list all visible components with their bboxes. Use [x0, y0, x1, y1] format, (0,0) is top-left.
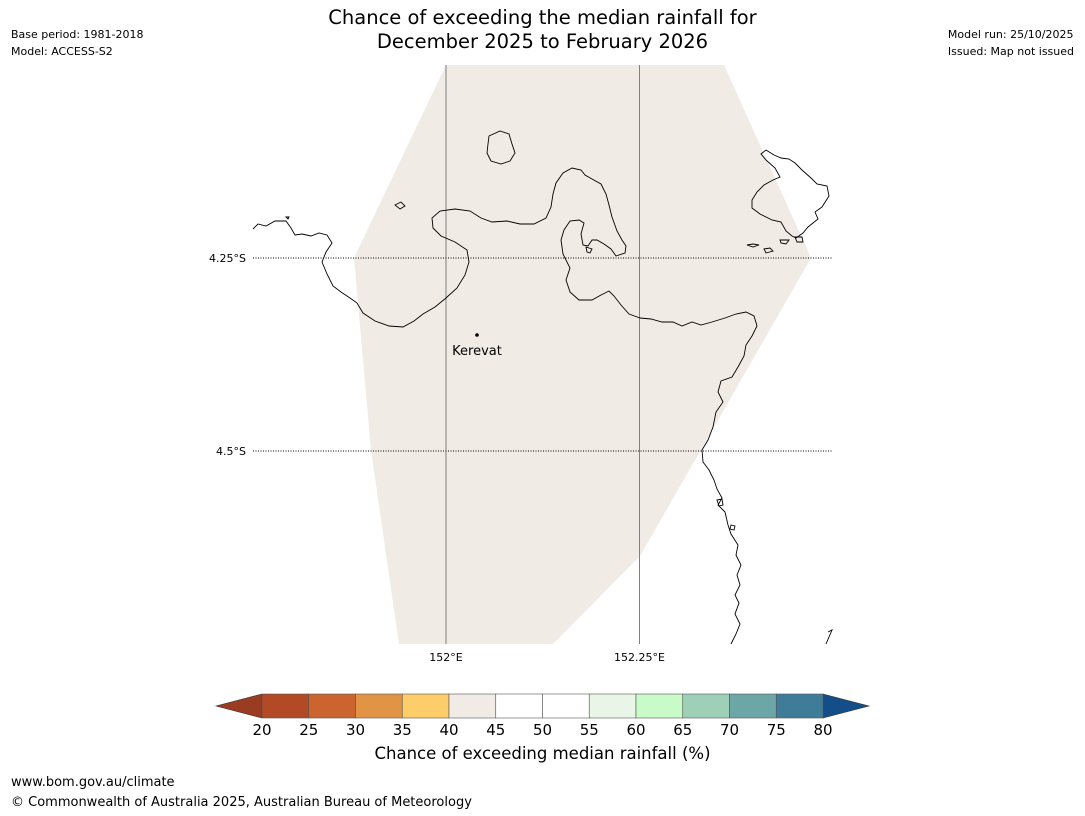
colorbar-tick-label: 75: [767, 721, 786, 739]
colorbar-tick-label: 30: [346, 721, 365, 739]
colorbar-segment: [635, 693, 684, 719]
islet-8: [284, 216, 290, 220]
colorbar-tick-label: 40: [439, 721, 458, 739]
lat-label-4-5: 4.5°S: [216, 445, 246, 458]
forecast-region: [354, 65, 811, 644]
colorbar-segment: [775, 693, 824, 719]
model-run: Model run: 25/10/2025: [947, 28, 1074, 41]
colorbar-tick-label: 35: [393, 721, 412, 739]
coastline-main: [252, 167, 758, 645]
colorbar-tick-label: 50: [533, 721, 552, 739]
islet-6: [716, 498, 724, 507]
islet-7: [729, 524, 736, 531]
coastline-northeast: [751, 149, 830, 239]
colorbar-ticks: 20 25 30 35 40 45 50 55 60 65 70 75 80: [252, 721, 832, 739]
islet-1: [394, 201, 406, 210]
colorbar-tick-label: 70: [720, 721, 739, 739]
kerevat-marker: [475, 333, 479, 337]
colorbar-low-extend: [214, 693, 263, 719]
islet-2: [746, 243, 760, 248]
map-title: Chance of exceeding the median rainfall …: [0, 6, 1085, 54]
kerevat-label: Kerevat: [452, 344, 502, 359]
colorbar-segment: [495, 693, 543, 719]
islet-4: [779, 239, 790, 245]
meta-left: Base period: 1981-2018 Model: ACCESS-S2: [11, 26, 143, 60]
title-line-2: December 2025 to February 2026: [376, 30, 709, 53]
colorbar-segment: [355, 693, 403, 719]
colorbar-tick-label: 65: [673, 721, 692, 739]
lon-label-152-25: 152.25°E: [614, 651, 665, 664]
lat-label-4-25: 4.25°S: [209, 252, 246, 265]
colorbar-segment: [588, 693, 637, 719]
colorbar-segment: [448, 693, 497, 719]
colorbar-segment: [682, 693, 730, 719]
lon-label-152: 152°E: [429, 651, 462, 664]
title-line-1: Chance of exceeding the median rainfall …: [328, 6, 757, 29]
islet-5: [794, 236, 804, 243]
colorbar-segment: [729, 693, 777, 719]
colorbar-tick-label: 25: [299, 721, 318, 739]
colorbar-segments: [261, 693, 824, 719]
footer-url[interactable]: www.bom.gov.au/climate: [11, 775, 175, 790]
colorbar-segment: [308, 693, 356, 719]
model-name: Model: ACCESS-S2: [11, 45, 113, 58]
islet-9: [585, 246, 593, 254]
islet-10: [825, 629, 833, 645]
colorbar-tick-label: 60: [626, 721, 645, 739]
issued-status: Issued: Map not issued: [947, 45, 1074, 58]
colorbar-tick-label: 55: [580, 721, 599, 739]
colorbar-tick-label: 20: [252, 721, 271, 739]
island-north: [486, 130, 516, 165]
colorbar-high-extend: [822, 693, 871, 719]
colorbar-label: Chance of exceeding median rainfall (%): [374, 744, 711, 763]
coastline: [252, 130, 833, 645]
footer-copyright: © Commonwealth of Australia 2025, Austra…: [11, 795, 472, 810]
colorbar-segment: [401, 693, 450, 719]
colorbar-tick-label: 45: [486, 721, 505, 739]
islet-3: [763, 247, 774, 254]
colorbar-segment: [261, 693, 310, 719]
colorbar: 20 25 30 35 40 45 50 55 60 65 70 75 80: [214, 693, 871, 739]
base-period: Base period: 1981-2018: [11, 28, 144, 41]
colorbar-tick-label: 80: [813, 721, 832, 739]
meta-right: Model run: 25/10/2025 Issued: Map not is…: [948, 26, 1074, 60]
colorbar-segment: [542, 693, 590, 719]
